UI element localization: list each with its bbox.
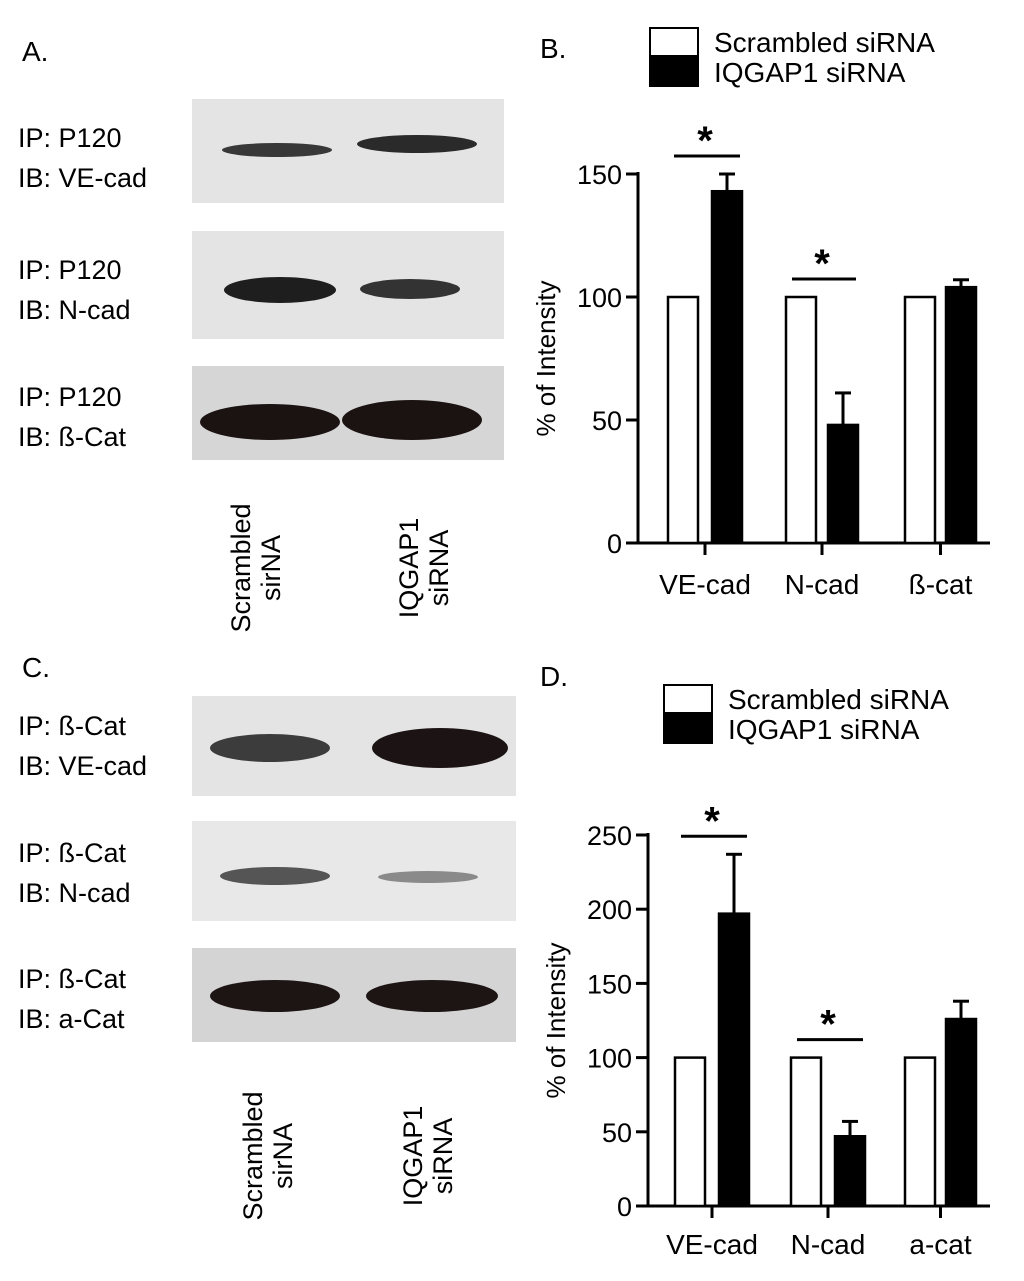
- blot-band: [220, 867, 330, 885]
- significance-marker: *: [697, 119, 713, 163]
- y-tick-label: 250: [587, 821, 632, 851]
- legend-label: IQGAP1 siRNA: [714, 57, 906, 88]
- blot-a2-ip: IP: P120: [18, 255, 122, 285]
- x-tick-label: a-cat: [909, 1229, 971, 1260]
- blot-band: [200, 404, 340, 440]
- blot-a3-label: IP: P120 IB: ß-Cat: [18, 377, 126, 457]
- bar: [826, 423, 860, 545]
- blot-band: [366, 980, 498, 1012]
- blot-a1-ib: IB: VE-cad: [18, 163, 148, 193]
- bar: [710, 189, 744, 545]
- x-tick-label: N-cad: [785, 569, 860, 600]
- bar: [666, 295, 700, 545]
- bar: [789, 1056, 823, 1208]
- blot-a2-label: IP: P120 IB: N-cad: [18, 250, 131, 330]
- bar: [673, 1056, 707, 1208]
- blot-band: [378, 871, 478, 883]
- blot-a3-image: [192, 366, 504, 460]
- blot-band: [357, 135, 477, 153]
- y-tick-label: 150: [577, 160, 622, 190]
- x-tick-label: ß-cat: [909, 569, 973, 600]
- blot-a3-ip: IP: P120: [18, 382, 122, 412]
- bar: [903, 1056, 937, 1208]
- panel-a-letter: A.: [22, 36, 49, 67]
- legend-label: Scrambled siRNA: [714, 27, 935, 58]
- blot-band: [210, 734, 330, 762]
- blot-a1-label: IP: P120 IB: VE-cad: [18, 118, 147, 198]
- y-tick-label: 50: [592, 406, 622, 436]
- y-tick-label: 0: [607, 529, 622, 559]
- y-tick-label: 0: [617, 1192, 632, 1222]
- blot-c3-ib: IB: a-Cat: [18, 1004, 125, 1034]
- legend-swatch: [663, 684, 713, 714]
- y-axis-label: % of Intensity: [531, 280, 561, 436]
- bar: [717, 912, 751, 1208]
- significance-marker: *: [814, 242, 830, 286]
- blot-band: [360, 279, 460, 299]
- panel-c-letter: C.: [22, 652, 50, 683]
- panel-d-letter: D.: [540, 661, 568, 692]
- blot-c2-label: IP: ß-Cat IB: N-cad: [18, 833, 131, 913]
- y-tick-label: 150: [587, 969, 632, 999]
- blot-c1-label: IP: ß-Cat IB: VE-cad: [18, 706, 147, 786]
- bar: [784, 295, 818, 545]
- blot-c1-ip: IP: ß-Cat: [18, 711, 127, 741]
- y-tick-label: 50: [602, 1118, 632, 1148]
- blot-band: [224, 277, 336, 303]
- blot-c3-ip: IP: ß-Cat: [18, 964, 127, 994]
- blot-a3-ib: IB: ß-Cat: [18, 422, 127, 452]
- x-tick-label: N-cad: [791, 1229, 866, 1260]
- significance-marker: *: [704, 799, 720, 843]
- blot-a1-ip: IP: P120: [18, 123, 122, 153]
- blot-c3-label: IP: ß-Cat IB: a-Cat: [18, 959, 126, 1039]
- legend-swatch: [649, 27, 699, 57]
- legend-label: IQGAP1 siRNA: [728, 714, 920, 745]
- x-tick-label: VE-cad: [659, 569, 751, 600]
- blot-band: [222, 143, 332, 157]
- blot-band: [210, 980, 340, 1012]
- x-tick-label: VE-cad: [666, 1229, 758, 1260]
- bar: [903, 295, 937, 545]
- bar: [944, 1017, 978, 1208]
- blot-a2-ib: IB: N-cad: [18, 295, 131, 325]
- y-tick-label: 200: [587, 895, 632, 925]
- blot-band: [372, 728, 508, 768]
- legend-label: Scrambled siRNA: [728, 684, 949, 715]
- blot-c1-image: [192, 696, 516, 796]
- bar: [944, 285, 978, 545]
- legend-swatch: [663, 714, 713, 744]
- blot-a1-image: [192, 99, 504, 203]
- bar: [833, 1135, 867, 1208]
- blot-c2-ib: IB: N-cad: [18, 878, 131, 908]
- blot-c2-ip: IP: ß-Cat: [18, 838, 127, 868]
- blot-a2-image: [192, 231, 504, 339]
- y-tick-label: 100: [577, 283, 622, 313]
- significance-marker: *: [820, 1003, 836, 1047]
- blot-band: [342, 400, 482, 440]
- blot-c1-ib: IB: VE-cad: [18, 751, 148, 781]
- y-axis-label: % of Intensity: [541, 942, 571, 1098]
- blot-c3-image: [192, 948, 516, 1042]
- y-tick-label: 100: [587, 1044, 632, 1074]
- panel-b-letter: B.: [540, 33, 566, 64]
- legend-swatch: [649, 57, 699, 87]
- blot-c2-image: [192, 821, 516, 921]
